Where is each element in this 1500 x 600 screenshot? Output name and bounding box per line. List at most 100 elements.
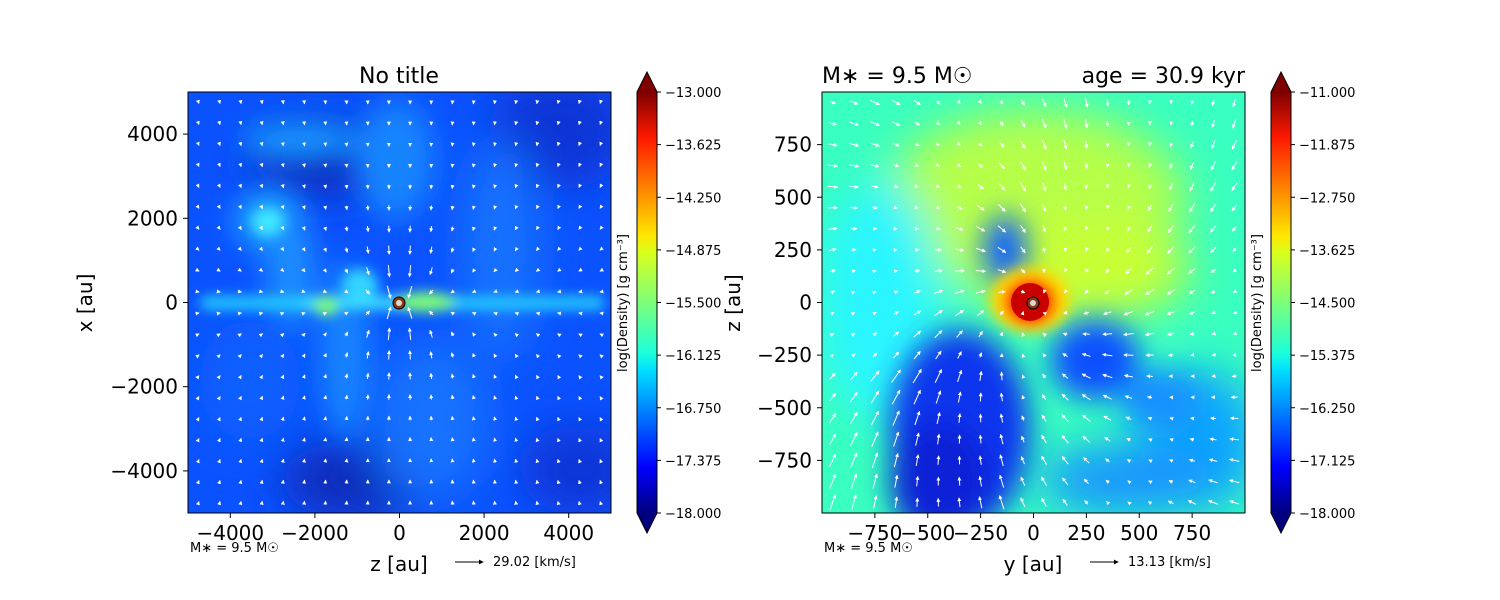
velocity-arrow-right [1123,310,1134,316]
y-tick-label-right: 0 [799,291,812,315]
velocity-arrow-left [387,264,392,278]
velocity-arrow-right [1103,311,1112,316]
velocity-arrow-left [578,204,583,209]
velocity-arrow-left [301,395,306,400]
velocity-arrow-left [195,458,200,464]
velocity-arrow-right [913,290,921,294]
x-tick-label-right: −500 [900,521,955,545]
velocity-arrow-left [599,141,604,147]
velocity-arrow-left [450,352,455,358]
velocity-arrow-right [870,121,881,127]
velocity-arrow-right [1020,140,1026,150]
velocity-arrow-left [217,500,222,506]
velocity-arrow-right [957,476,962,486]
velocity-arrow-right [998,182,1006,191]
velocity-arrow-right [1061,393,1069,401]
y-tick-label-right: −750 [757,448,812,472]
velocity-arrow-left [322,352,327,358]
velocity-arrow-right [1020,120,1026,128]
colorbar-tick-label-right: −15.375 [1299,349,1355,364]
velocity-arrow-right [1208,500,1219,505]
velocity-arrow-right [1102,373,1113,379]
velocity-arrow-right [830,290,836,295]
velocity-arrow-right [829,392,836,402]
velocity-arrow-right [936,100,941,105]
velocity-arrow-left [578,396,583,401]
velocity-arrow-left [599,225,604,230]
colorbar-tick-label-left: −18.000 [665,507,721,522]
velocity-arrow-left [280,184,285,189]
velocity-arrow-left [301,267,306,273]
velocity-arrow-right [871,431,879,447]
velocity-arrow-left [280,437,285,442]
velocity-arrow-right [1085,247,1090,252]
velocity-arrow-left [578,375,583,380]
y-tick-label-left: −4000 [110,459,178,483]
velocity-arrow-right [829,333,835,338]
velocity-arrow-right [850,290,856,295]
velocity-arrow-right [955,309,965,317]
velocity-arrow-left [195,246,200,251]
velocity-arrow-right [999,454,1004,466]
velocity-arrow-right [1145,288,1155,296]
velocity-arrow-left [429,372,434,380]
velocity-arrow-right [1190,100,1195,105]
velocity-arrow-left [238,120,243,126]
velocity-arrow-right [828,142,838,147]
velocity-arrow-right [1126,247,1131,253]
velocity-arrow-right [1167,332,1175,336]
velocity-arrow-right [1127,480,1132,485]
colorbar-label-left: log(Density) [g cm⁻³] [616,234,631,372]
velocity-arrow-right [1062,498,1068,506]
velocity-arrow-right [1211,310,1216,315]
velocity-arrow-right [1020,456,1025,465]
velocity-arrow-left [301,163,306,168]
velocity-arrow-left [514,225,519,231]
velocity-arrow-right [850,312,856,316]
velocity-arrow-left [301,353,306,358]
velocity-arrow-right [1081,373,1091,379]
velocity-arrow-left [344,311,349,316]
velocity-arrow-left [557,225,562,231]
velocity-arrow-right [1063,140,1068,150]
velocity-arrow-left [259,204,263,210]
velocity-arrow-left [365,372,370,380]
velocity-arrow-right [893,311,899,316]
velocity-arrow-left [216,246,221,251]
velocity-arrow-left [386,306,392,320]
velocity-arrow-right [1168,203,1174,213]
panel-right-title: M∗ = 9.5 M☉ [822,64,973,89]
velocity-arrow-right [999,392,1004,402]
velocity-arrow-left [323,395,328,400]
velocity-arrow-right [1209,437,1217,442]
velocity-arrow-right [998,474,1005,488]
velocity-arrow-left [344,247,349,253]
velocity-arrow-right [1127,184,1132,189]
velocity-arrow-right [956,205,963,210]
x-tick-label-left: 2000 [459,521,510,545]
velocity-arrow-right [1042,204,1047,212]
velocity-arrow-right [1127,205,1132,210]
velocity-arrow-left [387,327,392,341]
velocity-arrow-right [976,205,985,211]
velocity-arrow-right [1062,353,1068,358]
velocity-arrow-left [259,374,263,380]
velocity-arrow-left [407,285,413,299]
velocity-arrow-left [280,204,285,210]
velocity-arrow-left [195,375,200,380]
velocity-arrow-left [450,268,455,274]
velocity-arrow-left [216,225,221,230]
colorbar-tick-label-left: −16.750 [665,402,721,417]
velocity-arrow-right [978,142,983,147]
velocity-arrow-left [323,226,327,232]
velocity-arrow-right [870,142,880,147]
y-tick-label-left: 4000 [127,122,178,146]
panel-right: M∗ = 9.5 M☉ age = 30.9 kyr [721,64,1355,576]
velocity-arrow-left [557,395,562,401]
velocity-arrow-left [258,333,264,338]
velocity-arrow-right [849,432,858,447]
velocity-arrow-left [599,162,604,168]
velocity-arrow-left [514,184,519,189]
vector-key-right: 13.13 [km/s] [1090,555,1211,570]
